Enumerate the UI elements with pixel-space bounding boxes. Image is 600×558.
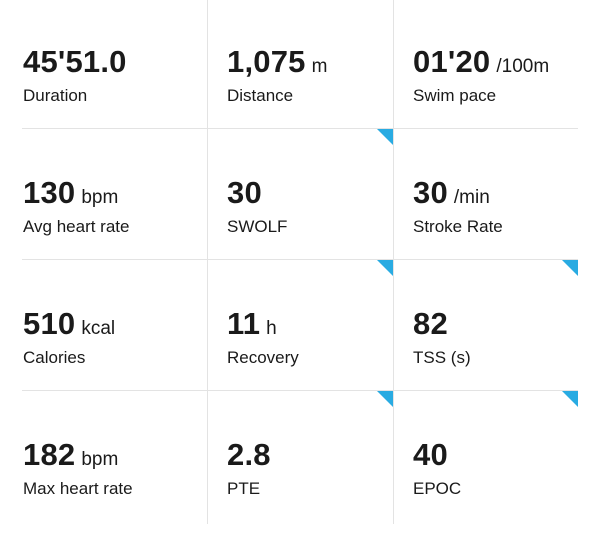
metric-value: 30 (227, 175, 262, 210)
row-divider (22, 259, 578, 260)
metric-duration: 45'51.0 Duration (23, 0, 203, 128)
metric-value: 182 (23, 437, 76, 472)
column-divider (207, 0, 208, 524)
epoc-corner-indicator (562, 391, 578, 407)
metric-label: TSS (s) (413, 348, 471, 367)
swolf-corner-indicator (377, 129, 393, 145)
metric-recovery[interactable]: 11 h Recovery (227, 260, 387, 390)
metric-value: 130 (23, 175, 76, 210)
metric-stroke-rate: 30/min Stroke Rate (413, 129, 593, 259)
metric-swim-pace: 01'20/100m Swim pace (413, 0, 593, 128)
metric-unit: /100m (496, 56, 550, 77)
metric-label: Duration (23, 86, 88, 105)
metric-value: 11 (227, 306, 261, 341)
metric-avg-heart-rate: 130 bpm Avg heart rate (23, 129, 203, 259)
recovery-corner-indicator (377, 260, 393, 276)
metric-unit: bpm (81, 187, 119, 208)
metric-label: Max heart rate (23, 479, 133, 498)
metric-value: 82 (413, 306, 448, 341)
metric-label: SWOLF (227, 217, 288, 236)
metric-swolf[interactable]: 30 SWOLF (227, 129, 387, 259)
row-divider (22, 390, 578, 391)
row-divider (22, 128, 578, 129)
metric-label: Stroke Rate (413, 217, 503, 236)
metric-pte[interactable]: 2.8 PTE (227, 391, 387, 524)
metric-label: PTE (227, 479, 261, 498)
metric-unit: /min (453, 187, 490, 208)
metric-unit: bpm (81, 449, 119, 470)
metric-label: Distance (227, 86, 294, 105)
metric-label: Avg heart rate (23, 217, 130, 236)
metric-label: Recovery (227, 348, 299, 367)
metric-value: 510 (23, 306, 76, 341)
metric-calories: 510 kcal Calories (23, 260, 203, 390)
metric-value: 2.8 (227, 437, 271, 472)
metric-value: 45'51.0 (23, 44, 127, 79)
metric-label: Calories (23, 348, 86, 367)
metric-value: 40 (413, 437, 448, 472)
tss-corner-indicator (562, 260, 578, 276)
metric-distance: 1,075 m Distance (227, 0, 387, 128)
metric-unit: h (266, 318, 277, 339)
metric-max-heart-rate: 182 bpm Max heart rate (23, 391, 203, 524)
metric-label: Swim pace (413, 86, 497, 105)
column-divider (393, 0, 394, 524)
metric-epoc[interactable]: 40 EPOC (413, 391, 593, 524)
metric-value: 1,075 (227, 44, 306, 79)
metric-label: EPOC (413, 479, 462, 498)
metric-value: 30 (413, 175, 448, 210)
metric-value: 01'20 (413, 44, 491, 79)
metric-unit: m (311, 56, 328, 77)
pte-corner-indicator (377, 391, 393, 407)
metric-unit: kcal (81, 318, 116, 339)
metric-tss[interactable]: 82 TSS (s) (413, 260, 593, 390)
